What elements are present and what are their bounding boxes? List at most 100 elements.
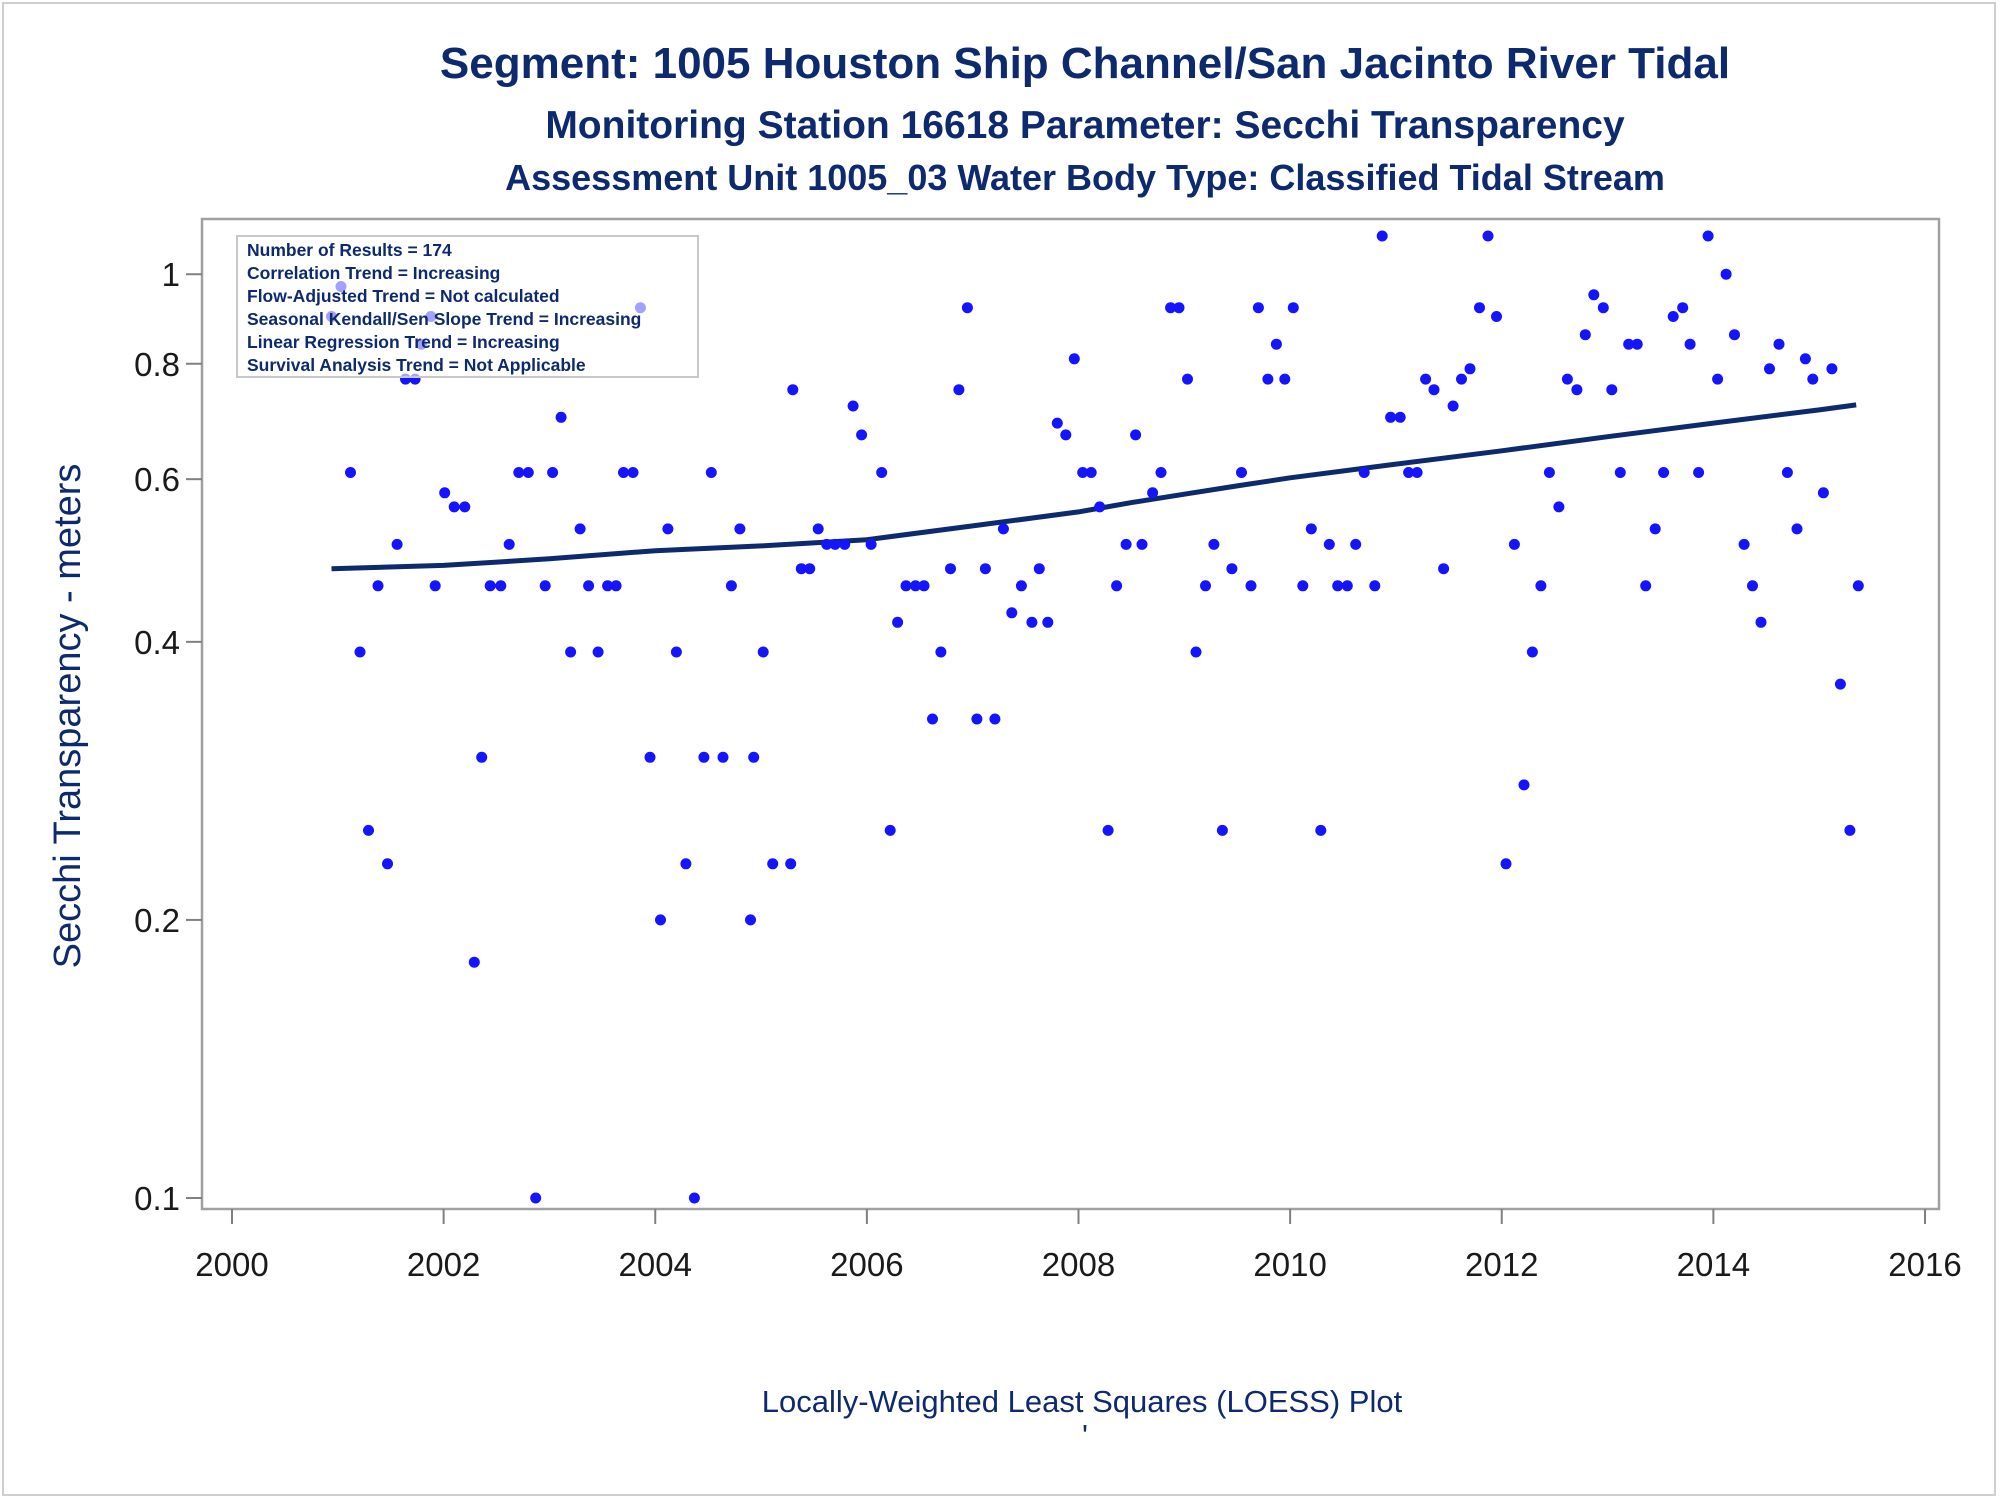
data-point bbox=[592, 646, 604, 658]
data-point bbox=[717, 751, 729, 763]
data-point bbox=[1606, 384, 1618, 396]
data-point bbox=[1738, 538, 1750, 550]
data-point bbox=[1190, 646, 1202, 658]
data-point bbox=[1543, 467, 1555, 478]
data-point bbox=[513, 467, 525, 478]
data-point bbox=[1773, 338, 1785, 350]
data-point bbox=[745, 914, 756, 926]
data-point bbox=[876, 467, 888, 478]
data-point bbox=[1252, 302, 1264, 314]
data-point bbox=[1667, 311, 1679, 322]
data-point bbox=[1720, 268, 1732, 280]
data-point bbox=[1111, 580, 1123, 592]
data-point bbox=[1799, 353, 1811, 365]
data-point bbox=[468, 956, 480, 968]
data-point bbox=[829, 538, 841, 550]
data-point bbox=[989, 713, 1001, 725]
data-point bbox=[1447, 400, 1459, 412]
data-point bbox=[1579, 329, 1591, 341]
data-point bbox=[725, 580, 737, 592]
data-point bbox=[1060, 429, 1072, 441]
data-point bbox=[1631, 338, 1643, 350]
data-point bbox=[1236, 467, 1247, 478]
data-point bbox=[1042, 616, 1054, 628]
data-point bbox=[1702, 230, 1714, 242]
data-point bbox=[1216, 824, 1228, 836]
data-point bbox=[698, 751, 710, 763]
data-point bbox=[1102, 824, 1114, 836]
data-point bbox=[900, 580, 912, 592]
chart-subtitle-2: Assessment Unit 1005_03 Water Body Type:… bbox=[505, 157, 1665, 198]
x-tick-label: 2012 bbox=[1465, 1246, 1538, 1283]
data-point bbox=[1173, 302, 1185, 314]
data-point bbox=[1684, 338, 1696, 350]
data-point bbox=[439, 487, 451, 499]
data-point bbox=[1518, 779, 1530, 791]
data-point bbox=[1597, 302, 1609, 314]
data-point bbox=[1553, 501, 1565, 513]
stats-line-linear-regression: Linear Regression Trend = Increasing bbox=[247, 332, 560, 352]
data-point bbox=[927, 713, 938, 725]
data-point bbox=[1094, 501, 1106, 513]
footnote-mark: ' bbox=[1082, 1418, 1088, 1453]
data-point bbox=[1764, 363, 1775, 375]
data-point bbox=[1182, 373, 1193, 385]
footnote: Locally-Weighted Least Squares (LOESS) P… bbox=[762, 1384, 1403, 1419]
data-point bbox=[1852, 580, 1864, 592]
data-point bbox=[1508, 538, 1520, 550]
data-point bbox=[1438, 563, 1450, 575]
data-point bbox=[1077, 467, 1089, 478]
data-point bbox=[1120, 538, 1132, 550]
data-point bbox=[1781, 467, 1793, 478]
chart-title: Segment: 1005 Houston Ship Channel/San J… bbox=[440, 39, 1730, 88]
data-point bbox=[1136, 538, 1148, 550]
data-point bbox=[1464, 363, 1476, 375]
x-tick-label: 2016 bbox=[1888, 1246, 1961, 1283]
data-point bbox=[1658, 467, 1670, 478]
data-point bbox=[787, 384, 799, 396]
data-point bbox=[1526, 646, 1538, 658]
data-point bbox=[1376, 230, 1388, 242]
data-point bbox=[602, 580, 614, 592]
x-axis: 2000 2002 2004 2006 2008 2010 2012 2014 2016 bbox=[195, 1209, 1962, 1283]
data-point bbox=[539, 580, 551, 592]
data-point bbox=[627, 467, 639, 478]
data-point bbox=[757, 646, 769, 658]
data-point bbox=[748, 751, 760, 763]
data-point bbox=[1085, 467, 1097, 478]
data-point bbox=[785, 858, 797, 870]
data-point bbox=[1428, 384, 1440, 396]
data-point bbox=[530, 1192, 542, 1204]
data-point bbox=[1535, 580, 1547, 592]
data-point bbox=[705, 467, 717, 478]
data-point bbox=[372, 580, 384, 592]
y-axis: 0.1 0.2 0.4 0.6 0.8 1 bbox=[134, 256, 202, 1217]
data-point bbox=[1130, 429, 1142, 441]
data-point bbox=[354, 646, 366, 658]
data-point bbox=[1006, 607, 1018, 619]
data-point bbox=[391, 538, 403, 550]
data-point bbox=[610, 580, 622, 592]
data-point bbox=[555, 411, 567, 423]
data-point bbox=[1588, 289, 1600, 301]
data-point bbox=[1279, 373, 1291, 385]
data-point bbox=[565, 646, 577, 658]
data-point bbox=[1826, 363, 1838, 375]
data-point bbox=[448, 501, 460, 513]
chart-subtitle-1: Monitoring Station 16618 Parameter: Secc… bbox=[545, 104, 1625, 147]
data-point bbox=[892, 616, 904, 628]
data-point bbox=[1385, 411, 1397, 423]
stats-line-seasonal-kendall: Seasonal Kendall/Sen Slope Trend = Incre… bbox=[247, 309, 641, 329]
data-point bbox=[1817, 487, 1829, 499]
stats-line-flow-adjusted: Flow-Adjusted Trend = Not calculated bbox=[247, 286, 560, 306]
data-point bbox=[655, 914, 666, 926]
y-tick-label: 0.1 bbox=[134, 1180, 180, 1217]
data-point bbox=[1033, 563, 1045, 575]
data-point bbox=[574, 523, 586, 535]
data-point bbox=[1315, 824, 1327, 836]
stats-line-survival-analysis: Survival Analysis Trend = Not Applicable bbox=[247, 355, 586, 375]
data-point bbox=[1394, 411, 1406, 423]
data-point bbox=[503, 538, 515, 550]
